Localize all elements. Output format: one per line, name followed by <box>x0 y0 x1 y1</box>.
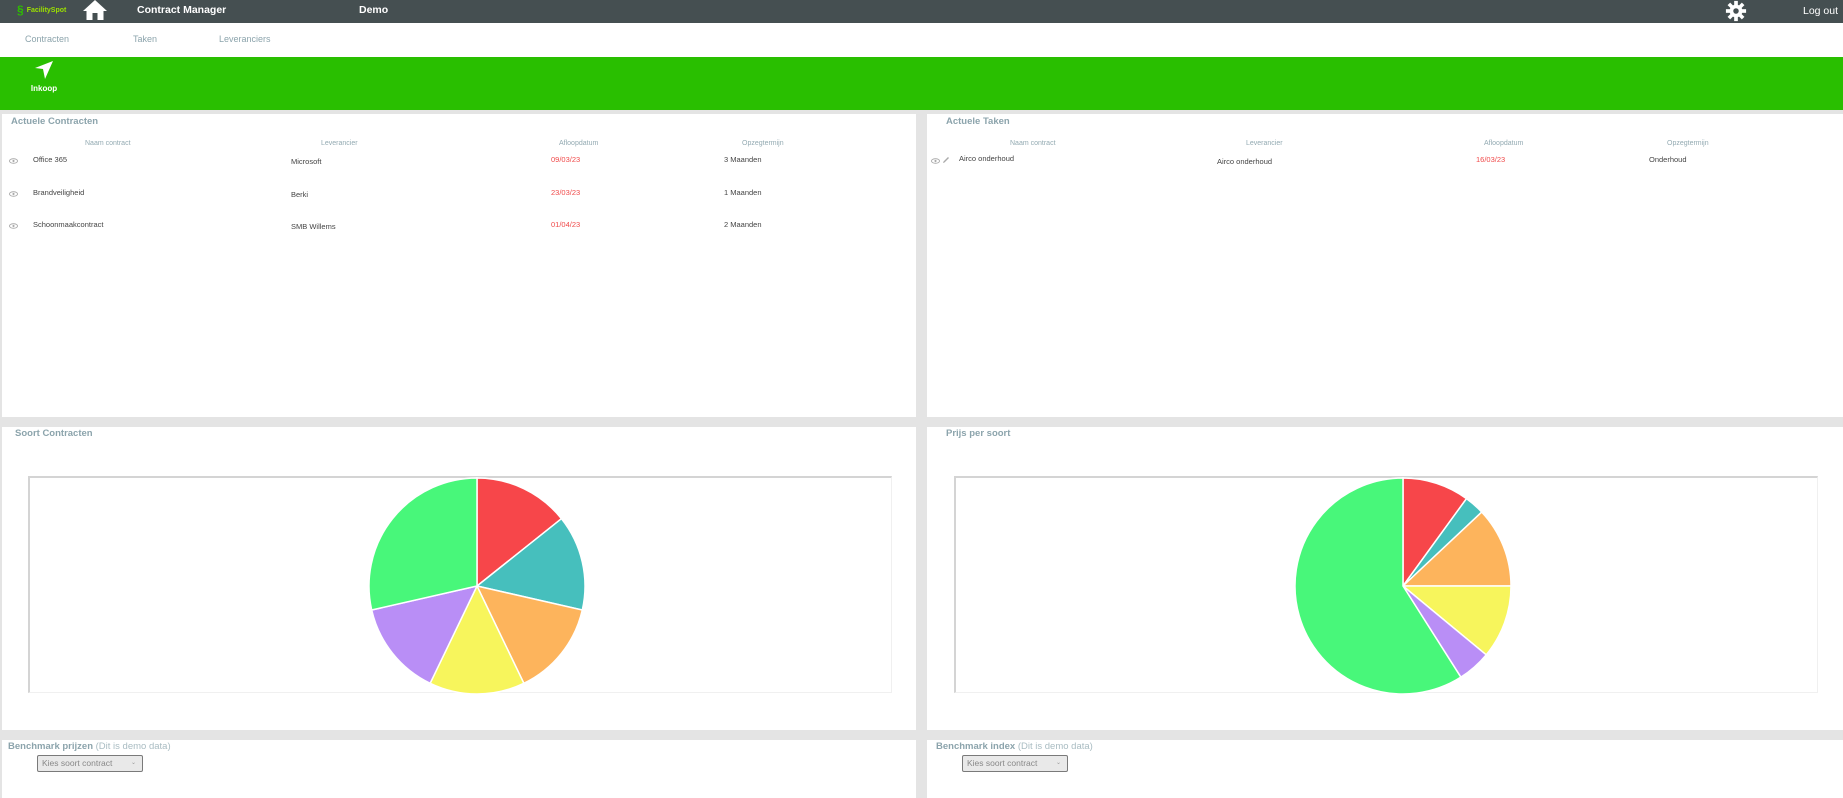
edit-pencil-icon[interactable] <box>942 156 950 164</box>
benchmark-index-title: Benchmark index <box>936 741 1016 752</box>
contract-supplier: Berki <box>291 190 309 199</box>
view-eye-icon[interactable] <box>931 158 940 164</box>
nav-leveranciers[interactable]: Leveranciers <box>219 34 271 44</box>
task-end-date: 16/03/23 <box>1476 155 1506 164</box>
pie-slice[interactable] <box>429 584 525 695</box>
select-value: Kies soort contract <box>42 758 113 768</box>
select-value: Kies soort contract <box>967 758 1038 768</box>
gear-icon[interactable] <box>1724 0 1748 22</box>
contract-name[interactable]: Brandveiligheid <box>33 188 85 197</box>
home-icon[interactable] <box>83 0 107 20</box>
chevron-down-icon: ⌄ <box>1055 760 1061 766</box>
chart-frame <box>28 476 892 696</box>
pie-slice[interactable] <box>1401 511 1512 587</box>
contract-name[interactable]: Schoonmaakcontract <box>33 220 104 229</box>
facilityspot-logo[interactable]: § FacilitySpot <box>17 4 66 16</box>
pie-slice[interactable] <box>475 517 586 611</box>
logo-text: FacilitySpot <box>26 6 67 14</box>
pie-slice[interactable] <box>476 477 563 588</box>
column-header-supplier: Leverancier <box>321 140 358 147</box>
task-notice: Onderhoud <box>1649 155 1687 164</box>
panel-title: Actuele Contracten <box>11 116 99 127</box>
logout-link[interactable]: Log out <box>1803 5 1839 17</box>
column-header-name: Naam contract <box>85 140 131 147</box>
panel-title: Benchmark prijzen (Dit is demo data) <box>8 741 171 752</box>
nav-taken[interactable]: Taken <box>133 34 158 44</box>
view-eye-icon[interactable] <box>9 191 18 197</box>
sub-navigation: Contracten Taken Leveranciers <box>0 23 1843 57</box>
pie-chart-price-per-type[interactable] <box>1293 476 1513 696</box>
module-label: Inkoop <box>30 84 58 93</box>
contract-end-date: 09/03/23 <box>551 155 581 164</box>
panel-title: Prijs per soort <box>946 428 1011 439</box>
column-header-end-date: Afloopdatum <box>559 140 599 147</box>
app-title: Contract Manager <box>137 4 227 16</box>
benchmark-index-panel: Benchmark index (Dit is demo data) Kies … <box>927 740 1843 798</box>
module-inkoop[interactable]: Inkoop <box>24 60 64 93</box>
contract-type-select[interactable]: Kies soort contract ⌄ <box>962 755 1068 772</box>
contracts-panel: Actuele Contracten Naam contract Leveran… <box>2 114 916 417</box>
chart-frame <box>954 476 1818 696</box>
column-header-supplier: Leverancier <box>1246 140 1283 147</box>
module-bar: Inkoop <box>0 57 1843 110</box>
contract-notice: 1 Maanden <box>724 188 762 197</box>
nav-contracten[interactable]: Contracten <box>25 34 70 44</box>
panel-title: Benchmark index (Dit is demo data) <box>936 741 1093 752</box>
view-eye-icon[interactable] <box>9 223 18 229</box>
contract-end-date: 23/03/23 <box>551 188 581 197</box>
panel-title: Actuele Taken <box>946 116 1010 127</box>
contract-types-chart-panel: Soort Contracten <box>2 427 916 730</box>
pie-slice[interactable] <box>475 584 584 685</box>
contract-supplier: Microsoft <box>291 157 322 166</box>
task-name[interactable]: Airco onderhoud <box>959 154 1015 163</box>
benchmark-prices-panel: Benchmark prijzen (Dit is demo data) Kie… <box>2 740 916 798</box>
contract-supplier: SMB Willems <box>291 222 336 231</box>
contract-type-select[interactable]: Kies soort contract ⌄ <box>37 755 143 772</box>
pie-slice[interactable] <box>1294 477 1462 695</box>
top-bar: § FacilitySpot Contract Manager Demo Log… <box>0 0 1843 23</box>
contract-end-date: 01/04/23 <box>551 220 581 229</box>
column-header-name: Naam contract <box>1010 140 1056 147</box>
navigation-arrow-icon <box>35 61 53 79</box>
task-supplier: Airco onderhoud <box>1217 157 1273 166</box>
column-header-end-date: Afloopdatum <box>1484 140 1524 147</box>
benchmark-prices-title: Benchmark prijzen <box>8 741 93 752</box>
contract-notice: 3 Maanden <box>724 155 762 164</box>
demo-data-note: (Dit is demo data) <box>1017 741 1093 752</box>
price-per-type-chart-panel: Prijs per soort <box>927 427 1843 730</box>
column-header-notice: Opzegtermijn <box>1667 140 1709 147</box>
contract-notice: 2 Maanden <box>724 220 762 229</box>
pie-slice[interactable] <box>368 477 478 611</box>
pie-chart-contract-types[interactable] <box>367 476 587 696</box>
logo-mark-icon: § <box>17 3 24 17</box>
pie-slice[interactable] <box>370 584 479 685</box>
view-eye-icon[interactable] <box>9 158 18 164</box>
environment-label: Demo <box>359 4 389 16</box>
chevron-down-icon: ⌄ <box>130 760 136 766</box>
column-header-notice: Opzegtermijn <box>742 140 784 147</box>
pie-slice[interactable] <box>1400 585 1512 656</box>
panel-title: Soort Contracten <box>15 428 93 439</box>
tasks-panel: Actuele Taken Naam contract Leverancier … <box>927 114 1843 417</box>
contract-name[interactable]: Office 365 <box>33 155 68 164</box>
demo-data-note: (Dit is demo data) <box>95 741 171 752</box>
